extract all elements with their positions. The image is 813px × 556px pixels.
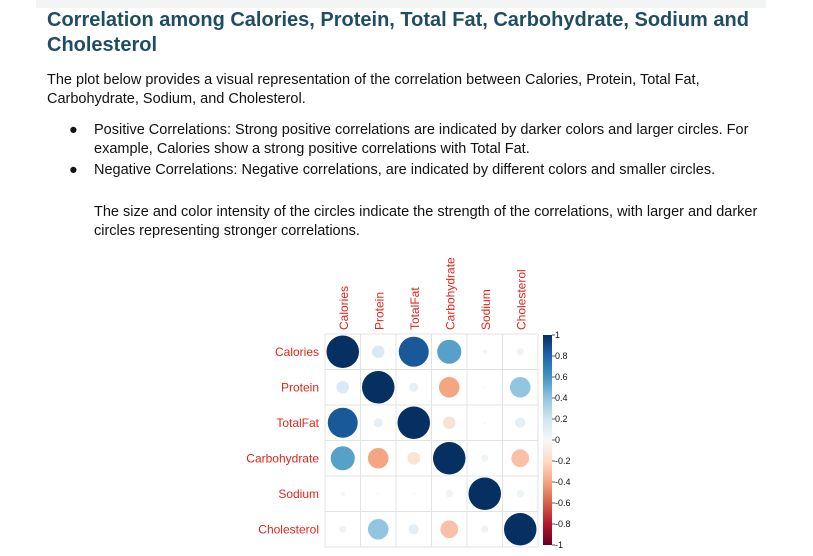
bullet-icon: ● [69,122,78,138]
correlation-circle [483,386,486,389]
bullet-text-negative: Negative Correlations: Negative correlat… [94,162,716,178]
correlation-circle [515,417,526,428]
correlation-circle [371,345,385,359]
correlation-circle [330,446,355,471]
list-item: ● Negative Correlations: Negative correl… [47,161,767,180]
colorbar-tick-label: 0.6 [555,372,568,382]
column-label-protein: Protein [372,292,386,330]
correlation-circle [433,442,466,475]
correlation-circle [511,449,530,468]
correlation-circle [445,490,453,498]
correlation-circle [482,349,488,355]
colorbar-tick-label: 0.8 [555,351,568,361]
correlation-circle [438,376,460,398]
bullet-icon: ● [69,162,78,178]
colorbar-tick-label: 0.4 [555,393,568,403]
colorbar [543,335,552,545]
correlation-circle [468,477,501,510]
correlation-circle [509,376,531,398]
correlation-circle [516,490,524,498]
colorbar-tick-label: -0.8 [555,519,571,529]
correlation-circle [412,492,415,495]
row-label-totalfat: TotalFat [276,416,319,430]
correlation-circle [437,339,462,364]
bullet-text-positive: Positive Correlations: Strong positive c… [94,122,749,157]
row-label-carbohydrate: Carbohydrate [246,451,319,465]
page-title: Correlation among Calories, Protein, Tot… [47,9,749,56]
note-paragraph: The size and color intensity of the circ… [94,204,758,239]
column-label-sodium: Sodium [479,289,493,330]
correlation-circle [408,524,419,535]
row-label-sodium: Sodium [278,487,319,501]
top-bar [36,0,766,8]
column-label-calories: Calories [337,286,351,330]
correlation-circle [326,335,359,368]
correlation-circle [409,382,419,392]
correlation-circle [340,491,346,497]
correlation-circle [481,525,489,533]
correlation-circle [373,418,383,428]
row-label-calories: Calories [275,345,319,359]
correlation-circle [397,406,430,439]
correlation-circle [516,348,524,356]
correlation-circle [377,492,380,495]
list-item: ● Positive Correlations: Strong positive… [47,121,767,159]
colorbar-tick-label: -0.4 [555,477,571,487]
column-label-totalfat: TotalFat [408,287,422,330]
correlation-circle [504,513,537,546]
row-label-protein: Protein [281,380,319,394]
correlation-circle [339,525,347,533]
colorbar-tick-label: 1 [555,330,560,340]
intro-paragraph: The plot below provides a visual represe… [47,72,700,107]
row-label-cholesterol: Cholesterol [258,522,319,536]
colorbar-tick-label: -1 [555,540,563,550]
colorbar-tick-label: 0.2 [555,414,568,424]
correlation-circle [362,371,395,404]
correlation-circle [483,421,486,424]
colorbar-tick-label: -0.6 [555,498,571,508]
correlation-circle [327,407,358,438]
correlation-circle [367,518,389,540]
correlation-circle [440,520,459,539]
colorbar-tick-label: -0.2 [555,456,571,466]
correlation-circle [336,380,350,394]
correlation-circle [442,416,456,430]
correlation-circle [367,447,389,469]
colorbar-tick-label: 0 [555,435,560,445]
correlation-circle [398,336,429,367]
correlation-circle [407,451,421,465]
correlation-circle [481,454,489,462]
bullet-list: ● Positive Correlations: Strong positive… [47,121,767,182]
column-label-cholesterol: Cholesterol [514,269,528,330]
column-label-carbohydrate: Carbohydrate [443,257,457,330]
